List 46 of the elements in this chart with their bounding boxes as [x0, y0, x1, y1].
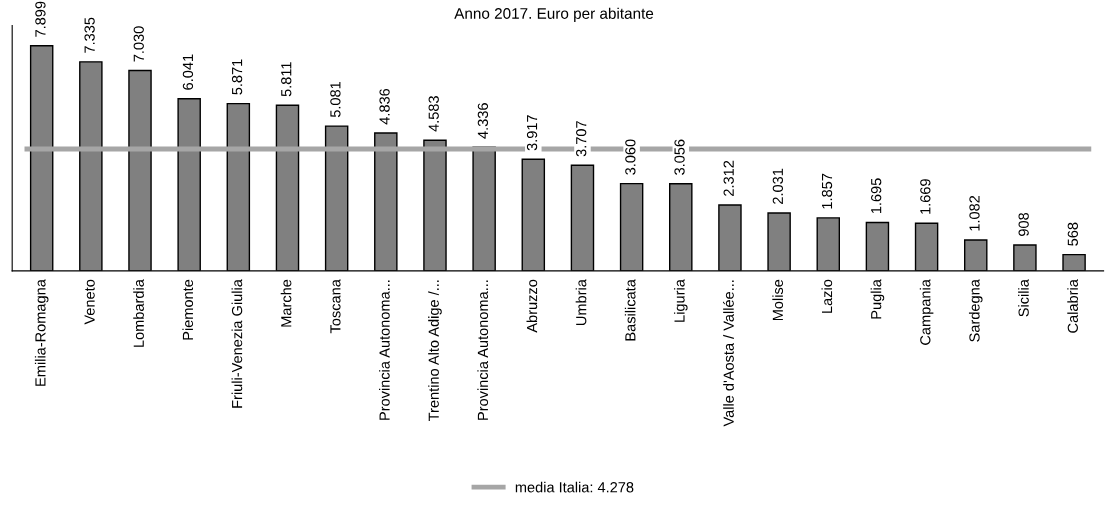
data-label: 7.899	[35, 1, 46, 37]
x-tick-label: Provincia Autonoma...	[477, 280, 489, 420]
x-tick-label: Provincia Autonoma...	[379, 280, 390, 420]
data-label: 3.917	[526, 115, 538, 151]
x-tick-label: Sicilia	[1018, 279, 1029, 317]
x-tick-label: Valle d'Aosta / Vallée...	[722, 280, 734, 427]
x-tick-label: Marche	[280, 279, 292, 327]
legend-label: media Italia: 4.278	[515, 481, 634, 493]
x-tick-label: Toscana	[330, 279, 341, 334]
x-tick-label: Liguria	[673, 279, 688, 322]
data-label: 568	[1067, 222, 1078, 246]
x-tick-label: Lazio	[821, 279, 833, 313]
data-label: 7.335	[84, 17, 95, 53]
data-label: 1.695	[871, 178, 882, 214]
x-tick-label: Puglia	[870, 279, 885, 319]
x-tick-label: Campania	[919, 279, 934, 345]
data-label: 908	[1018, 212, 1029, 236]
data-label: 3.060	[625, 139, 636, 175]
data-label: 7.030	[133, 26, 144, 62]
data-label: 5.811	[281, 62, 292, 97]
x-tick-label: Abruzzo	[526, 279, 538, 333]
x-tick-label: Molise	[772, 279, 784, 321]
x-tick-label: Friuli-Venezia Giulia	[231, 279, 243, 408]
data-label: 5.081	[330, 81, 341, 118]
x-tick-label: Emilia-Romagna	[34, 279, 49, 386]
chart-title: Anno 2017. Euro per abitante	[454, 7, 654, 22]
data-label: 4.836	[379, 88, 390, 125]
x-tick-label: Piemonte	[182, 279, 194, 340]
data-label: 3.707	[576, 121, 587, 157]
x-tick-label: Calabria	[1067, 279, 1078, 333]
x-tick-label: Sardegna	[968, 279, 983, 342]
x-tick-label: Lombardia	[133, 279, 144, 347]
data-label: 1.082	[969, 195, 980, 231]
data-label: 4.336	[477, 103, 489, 139]
data-label: 3.056	[674, 139, 685, 175]
data-label: 4.583	[428, 96, 439, 132]
data-label: 1.857	[821, 173, 833, 209]
x-tick-label: Veneto	[84, 279, 95, 325]
x-tick-label: Umbria	[575, 279, 587, 326]
data-label: 2.312	[723, 160, 734, 196]
data-label: 2.031	[772, 168, 784, 204]
x-tick-label: Trentino Alto Adige /...	[428, 280, 442, 421]
data-label: 6.041	[182, 54, 194, 90]
data-label: 5.871	[231, 59, 243, 95]
data-label: 1.669	[920, 179, 931, 214]
x-tick-label: Basilicata	[624, 279, 636, 341]
